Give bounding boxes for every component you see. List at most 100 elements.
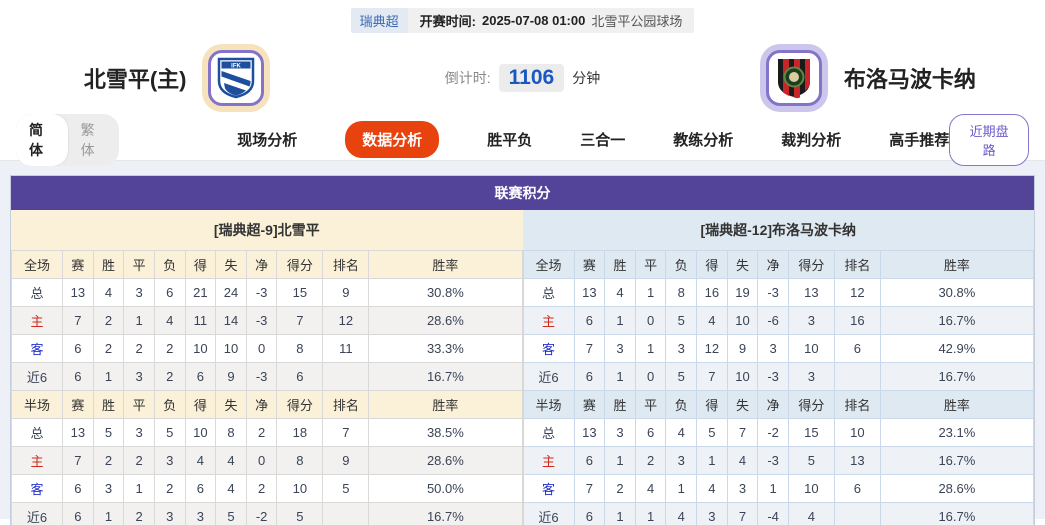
stat-cell: 16.7% [879, 446, 1035, 475]
stat-cell: 3 [757, 334, 789, 363]
column-header: 平 [634, 250, 667, 279]
table-row: 总 13 4 3 6 21 24 -3 15 9 30.8% [10, 278, 523, 307]
stat-cell: 8 [215, 418, 247, 447]
stat-cell: 6 [62, 474, 94, 503]
stat-cell: 2 [245, 418, 278, 447]
column-header: 失 [726, 250, 759, 279]
stat-cell: 19 [726, 278, 759, 307]
away-team-name: 布洛马波卡纳 [843, 67, 976, 92]
stat-cell: 7 [62, 306, 94, 335]
row-label: 主 [522, 446, 575, 475]
stat-cell: 4 [726, 446, 759, 475]
stat-cell: 2 [153, 334, 186, 363]
column-header: 负 [153, 390, 186, 419]
table-row: 近6 6 1 0 5 7 10 -3 3 16.7% [522, 362, 1035, 391]
stat-cell: 4 [634, 474, 667, 503]
stat-cell: 1 [696, 446, 728, 475]
column-header: 胜 [604, 250, 636, 279]
table-row: 客 6 2 2 2 10 10 0 8 11 33.3% [10, 334, 523, 363]
stat-cell: 16.7% [879, 362, 1035, 391]
stat-cell: 38.5% [368, 418, 523, 447]
row-label: 总 [10, 418, 64, 447]
away-standings-table: [瑞典超-12]布洛马波卡纳 全场赛胜平负得失净得分 排名 胜率总 13 4 1 8 16 19-… [522, 210, 1035, 525]
stat-cell: 3 [153, 446, 186, 475]
nav-tab[interactable]: 三合一 [580, 132, 626, 149]
stat-cell: 10 [215, 334, 247, 363]
stat-cell: 6 [276, 362, 324, 391]
stat-cell: 16.7% [879, 306, 1035, 335]
lang-simplified[interactable]: 简体 [16, 113, 68, 166]
stat-cell: 1 [604, 306, 636, 335]
table-row: 总 13 3 6 4 5 7 -2 15 10 23.1% [522, 418, 1035, 447]
stat-cell: 5 [787, 446, 835, 475]
recent-odds-button[interactable]: 近期盘路 [949, 113, 1029, 166]
stat-cell: 1 [757, 474, 789, 503]
nav-tab[interactable]: 现场分析 [237, 132, 298, 149]
stat-cell: 3 [604, 418, 636, 447]
teams-header: 北雪平(主) IFK 倒计时: 1106 分钟 [0, 37, 1045, 119]
stat-cell: 24 [215, 278, 247, 307]
stat-cell: 3 [665, 446, 698, 475]
stat-cell: 13 [787, 278, 835, 307]
stat-cell: 3 [153, 502, 186, 525]
stat-cell: 30.8% [368, 278, 523, 307]
stat-cell: 5 [215, 502, 247, 525]
stat-cell: 10 [184, 418, 217, 447]
stat-cell: 10 [726, 362, 759, 391]
column-header: 平 [123, 390, 155, 419]
column-header: 赛 [573, 250, 606, 279]
home-team-block: 北雪平(主) IFK [0, 50, 348, 106]
stat-cell: -3 [245, 362, 278, 391]
stat-cell: 6 [573, 306, 606, 335]
column-header: 得分 [787, 250, 835, 279]
league-standings-widget: 联赛积分 [瑞典超-9]北雪平 全场赛胜平负得失净得分 排名 胜率总 13 4 3 6 21 24… [10, 175, 1035, 525]
nav-tab[interactable]: 高手推荐 [889, 132, 950, 149]
stat-cell: 7 [62, 446, 94, 475]
row-label: 主 [10, 446, 64, 475]
nav-tab[interactable]: 教练分析 [673, 132, 734, 149]
stat-cell: 1 [634, 334, 667, 363]
stat-cell: 9 [215, 362, 247, 391]
language-toggle: 简体 繁体 [16, 113, 120, 166]
stat-cell: 4 [696, 306, 728, 335]
stat-cell: 1 [604, 446, 636, 475]
column-header: 平 [634, 390, 667, 419]
lang-traditional[interactable]: 繁体 [80, 121, 95, 158]
stat-cell: -2 [757, 418, 789, 447]
widget-title: 联赛积分 [11, 176, 1034, 210]
stat-cell: 3 [123, 362, 155, 391]
stat-cell: 6 [62, 362, 94, 391]
stat-cell: 2 [123, 502, 155, 525]
table-row: 主 6 1 0 5 4 10 -6 3 16 16.7% [522, 306, 1035, 335]
stat-cell: 13 [573, 278, 606, 307]
stat-cell: 3 [696, 502, 728, 525]
stat-cell: 1 [665, 474, 698, 503]
stat-cell: 4 [787, 502, 835, 525]
table-row: 主 7 2 2 3 4 4 0 8 9 28.6% [10, 446, 523, 475]
row-label: 近6 [522, 362, 575, 391]
table-row: 近6 6 1 3 2 6 9 -3 6 16.7% [10, 362, 523, 391]
row-label: 近6 [522, 502, 575, 525]
nav-tab[interactable]: 数据分析 [345, 121, 440, 158]
column-header-row: 半场赛胜平负得失净得分 排名 胜率 [10, 390, 523, 419]
stat-cell: 9 [322, 278, 370, 307]
nav-tab[interactable]: 胜平负 [487, 132, 533, 149]
column-header: 得 [696, 250, 728, 279]
table-row: 近6 6 1 2 3 3 5 -2 5 16.7% [10, 502, 523, 525]
column-header: 得 [184, 390, 217, 419]
stat-cell: 1 [92, 362, 125, 391]
nav-tab[interactable]: 裁判分析 [781, 132, 842, 149]
stat-cell: 6 [573, 362, 606, 391]
column-header: 净 [245, 250, 278, 279]
stat-cell: 16.7% [368, 362, 523, 391]
stat-cell: 28.6% [368, 446, 523, 475]
stat-cell: 5 [696, 418, 728, 447]
stat-cell: 7 [696, 362, 728, 391]
stat-cell: 10 [833, 418, 881, 447]
column-header: 胜率 [368, 390, 523, 419]
stat-cell: 6 [184, 474, 217, 503]
column-header: 胜 [92, 250, 125, 279]
stat-cell: 6 [573, 446, 606, 475]
stat-cell: 9 [322, 446, 370, 475]
stat-cell: 6 [184, 362, 217, 391]
